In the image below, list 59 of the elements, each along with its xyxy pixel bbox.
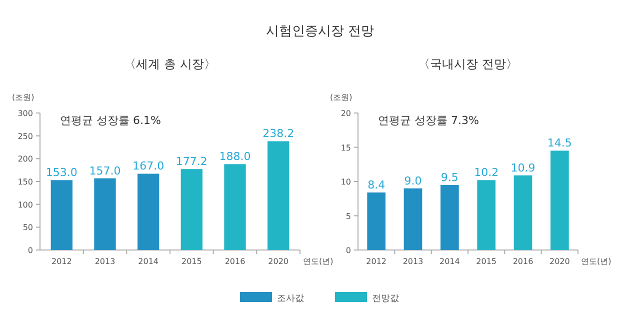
legend-label: 전망값 [372, 294, 399, 304]
chart-subtitle: 〈국내시장 전망〉 [418, 57, 518, 71]
y-axis-title: (조원) [12, 93, 34, 102]
bar [514, 175, 532, 250]
x-tick-label: 2016 [512, 257, 534, 266]
bar [138, 174, 160, 250]
y-tick-label: 300 [18, 109, 33, 118]
data-label: 10.9 [510, 161, 536, 174]
data-label: 8.4 [368, 178, 386, 192]
x-tick-label: 2020 [268, 257, 289, 266]
annotation: 연평균 성장률 6.1% [60, 114, 161, 127]
x-tick-label: 2015 [476, 257, 497, 266]
data-label: 14.5 [547, 136, 572, 150]
legend-label: 조사값 [277, 294, 304, 304]
bar [440, 184, 459, 250]
y-tick-label: 200 [18, 154, 33, 164]
x-axis-title: 연도(년) [581, 257, 612, 266]
data-label: 10.2 [474, 166, 499, 180]
data-label: 9.0 [404, 174, 422, 188]
data-label: 167.0 [132, 160, 164, 173]
data-label: 188.0 [219, 150, 251, 164]
y-tick-label: 10 [340, 178, 351, 186]
y-tick-label: 20 [340, 109, 351, 118]
x-tick-label: 2014 [138, 257, 159, 266]
chart-title: 시험인증시장 전망 [266, 24, 374, 39]
y-axis-title: (조원) [330, 93, 352, 102]
data-label: 153.0 [46, 166, 78, 180]
x-tick-label: 2014 [439, 257, 460, 266]
x-tick-label: 2012 [366, 257, 387, 266]
y-tick-label: 150 [18, 178, 33, 186]
bar [404, 188, 422, 250]
y-tick-label: 0 [28, 246, 33, 255]
bar [477, 180, 496, 250]
bar [367, 192, 386, 250]
x-tick-label: 2020 [549, 257, 570, 266]
bar [268, 141, 290, 250]
bar [94, 178, 116, 250]
data-label: 157.0 [89, 164, 121, 178]
data-label: 177.2 [176, 155, 208, 168]
bar [180, 169, 202, 250]
x-tick-label: 2016 [224, 257, 246, 266]
x-tick-label: 2013 [402, 257, 424, 266]
y-tick-label: 15 [340, 143, 351, 152]
bar [50, 180, 72, 250]
y-tick-label: 0 [346, 246, 351, 255]
y-tick-label: 5 [346, 212, 351, 221]
y-tick-label: 250 [18, 132, 33, 141]
bar [550, 150, 569, 250]
data-label: 238.2 [262, 127, 294, 140]
x-axis-title: 연도(년) [303, 257, 334, 266]
bar [224, 164, 246, 250]
y-tick-label: 50 [22, 223, 33, 232]
chart-subtitle: 〈세계 총 시장〉 [124, 57, 216, 71]
data-label: 9.5 [440, 170, 458, 184]
x-tick-label: 2012 [51, 257, 72, 266]
x-tick-label: 2015 [181, 257, 202, 266]
annotation: 연평균 성장률 7.3% [378, 114, 479, 127]
x-tick-label: 2013 [94, 257, 116, 266]
y-tick-label: 100 [18, 200, 33, 210]
